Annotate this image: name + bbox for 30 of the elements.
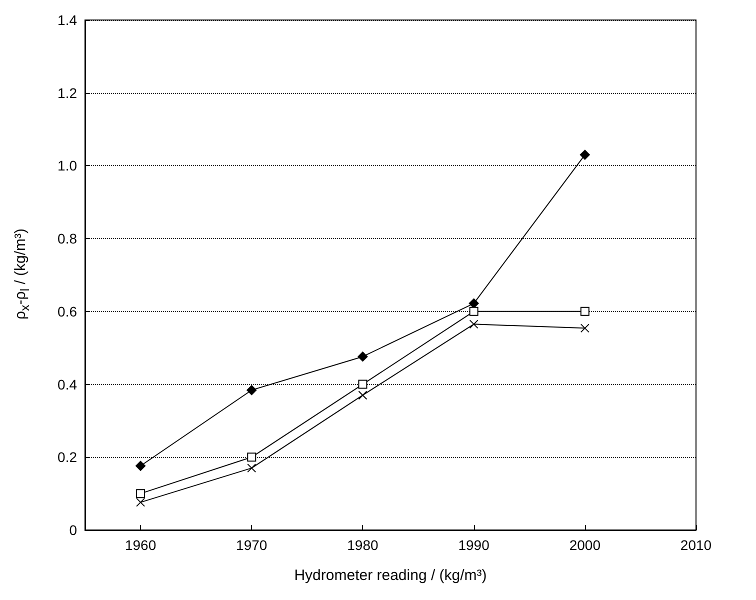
- point: [468, 298, 479, 308]
- point: [469, 306, 478, 316]
- point: [136, 460, 146, 471]
- point: [358, 352, 368, 362]
- y-tick-label: 1.0: [58, 158, 78, 174]
- y-tick-label: 0: [69, 522, 78, 538]
- y-tick-label: 0.6: [58, 303, 78, 320]
- y-tick-label: 1.4: [58, 12, 78, 28]
- point: [469, 320, 478, 329]
- point: [580, 150, 590, 160]
- y-tick-label: 0.4: [58, 376, 78, 392]
- x-axis-title: Hydrometer reading / (kg/m³): [294, 567, 487, 584]
- point: [136, 498, 146, 507]
- point: [358, 390, 368, 400]
- point: [580, 324, 590, 333]
- point: [247, 464, 256, 473]
- x-tick-label: 1960: [124, 537, 156, 553]
- point: [246, 385, 257, 396]
- y-tick-label: 0.2: [58, 449, 78, 466]
- x-tick-label: 2000: [569, 537, 601, 553]
- x-tick-label: 1970: [236, 537, 268, 553]
- point: [247, 452, 256, 462]
- point: [580, 306, 590, 316]
- x-tick-label: 1990: [458, 537, 490, 553]
- point: [358, 380, 368, 389]
- y-tick-label: 0.8: [58, 230, 78, 247]
- x-tick-label: 1980: [347, 537, 379, 553]
- point: [136, 489, 146, 498]
- x-tick-label: 2010: [680, 537, 712, 553]
- y-tick-label: 1.2: [58, 84, 78, 101]
